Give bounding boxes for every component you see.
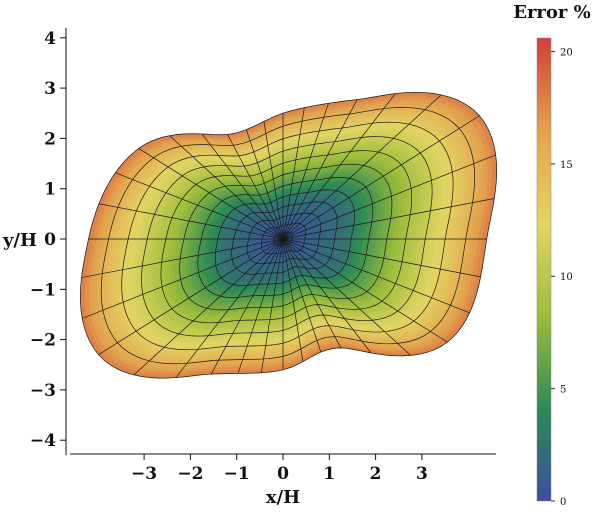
error-cell [113,276,119,289]
error-cell [320,238,326,242]
error-cell [249,347,257,352]
error-cell [109,277,115,290]
error-cell [460,174,466,188]
error-cell [438,182,444,195]
error-cell [248,350,256,355]
error-field [80,91,497,379]
error-cell [250,342,258,346]
error-cell [465,172,471,187]
error-cell [241,350,250,355]
error-cell [122,274,128,287]
error-cell [126,273,132,285]
error-cell [105,278,111,292]
error-cell [328,238,335,243]
error-cell [456,175,462,189]
error-cell [442,180,448,193]
error-cell [130,272,136,284]
error-cell [324,238,331,242]
error-cell [251,339,259,343]
error-cell [447,178,453,192]
error-cell [134,271,141,283]
